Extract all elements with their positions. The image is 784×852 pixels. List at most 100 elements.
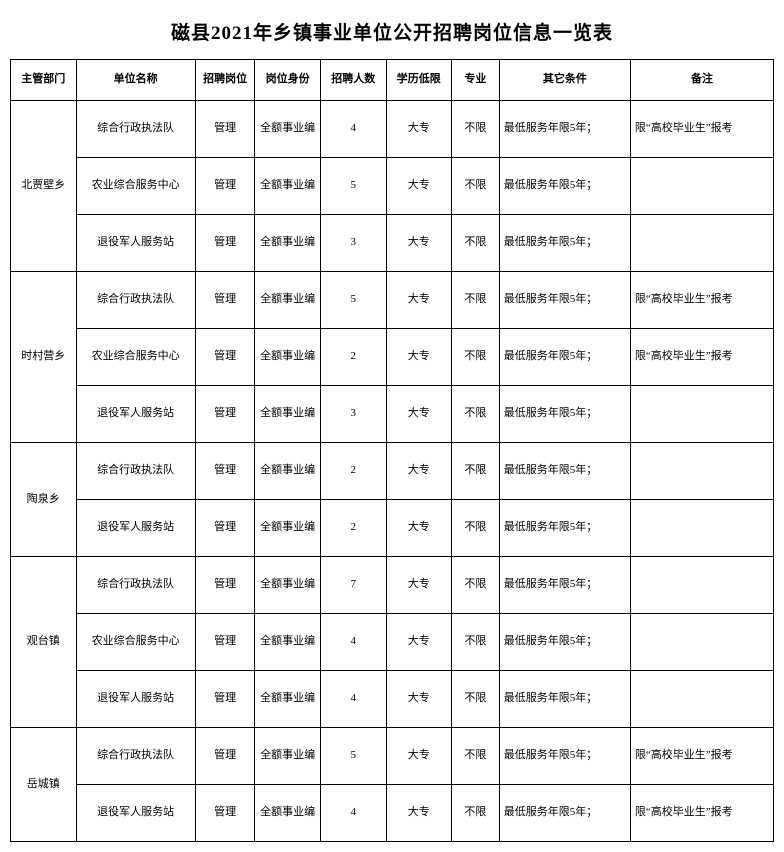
col-header: 专业 [452,60,500,101]
ident-cell: 全额事业编 [255,329,321,386]
unit-cell: 退役军人服务站 [76,215,195,272]
edu-cell: 大专 [386,443,452,500]
ident-cell: 全额事业编 [255,386,321,443]
count-cell: 7 [320,557,386,614]
unit-cell: 退役军人服务站 [76,785,195,842]
unit-cell: 农业综合服务中心 [76,158,195,215]
other-cell: 最低服务年限5年； [499,329,630,386]
other-cell: 最低服务年限5年； [499,272,630,329]
edu-cell: 大专 [386,272,452,329]
post-cell: 管理 [195,500,255,557]
dept-cell: 陶泉乡 [11,443,77,557]
edu-cell: 大专 [386,557,452,614]
major-cell: 不限 [452,443,500,500]
ident-cell: 全额事业编 [255,215,321,272]
table-row: 观台镇综合行政执法队管理全额事业编7大专不限最低服务年限5年； [11,557,774,614]
ident-cell: 全额事业编 [255,500,321,557]
remark-cell: 限“高校毕业生”报考 [630,272,773,329]
major-cell: 不限 [452,215,500,272]
post-cell: 管理 [195,386,255,443]
remark-cell [630,386,773,443]
unit-cell: 综合行政执法队 [76,272,195,329]
edu-cell: 大专 [386,728,452,785]
table-row: 时村营乡综合行政执法队管理全额事业编5大专不限最低服务年限5年；限“高校毕业生”… [11,272,774,329]
unit-cell: 综合行政执法队 [76,101,195,158]
table-row: 陶泉乡综合行政执法队管理全额事业编2大专不限最低服务年限5年； [11,443,774,500]
ident-cell: 全额事业编 [255,272,321,329]
count-cell: 2 [320,329,386,386]
major-cell: 不限 [452,557,500,614]
table-row: 农业综合服务中心管理全额事业编5大专不限最低服务年限5年； [11,158,774,215]
remark-cell [630,158,773,215]
remark-cell [630,614,773,671]
table-header-row: 主管部门 单位名称 招聘岗位 岗位身份 招聘人数 学历低限 专业 其它条件 备注 [11,60,774,101]
edu-cell: 大专 [386,386,452,443]
unit-cell: 农业综合服务中心 [76,329,195,386]
edu-cell: 大专 [386,614,452,671]
other-cell: 最低服务年限5年； [499,215,630,272]
remark-cell: 限“高校毕业生”报考 [630,101,773,158]
count-cell: 3 [320,215,386,272]
edu-cell: 大专 [386,500,452,557]
other-cell: 最低服务年限5年； [499,728,630,785]
unit-cell: 退役军人服务站 [76,386,195,443]
edu-cell: 大专 [386,329,452,386]
major-cell: 不限 [452,329,500,386]
count-cell: 5 [320,272,386,329]
major-cell: 不限 [452,101,500,158]
major-cell: 不限 [452,272,500,329]
remark-cell [630,500,773,557]
major-cell: 不限 [452,671,500,728]
table-row: 农业综合服务中心管理全额事业编2大专不限最低服务年限5年；限“高校毕业生”报考 [11,329,774,386]
unit-cell: 退役军人服务站 [76,500,195,557]
post-cell: 管理 [195,101,255,158]
post-cell: 管理 [195,614,255,671]
edu-cell: 大专 [386,671,452,728]
table-row: 退役军人服务站管理全额事业编3大专不限最低服务年限5年； [11,215,774,272]
ident-cell: 全额事业编 [255,443,321,500]
col-header: 学历低限 [386,60,452,101]
unit-cell: 综合行政执法队 [76,557,195,614]
remark-cell [630,215,773,272]
remark-cell: 限“高校毕业生”报考 [630,728,773,785]
col-header: 招聘岗位 [195,60,255,101]
other-cell: 最低服务年限5年； [499,386,630,443]
major-cell: 不限 [452,386,500,443]
post-cell: 管理 [195,272,255,329]
major-cell: 不限 [452,500,500,557]
count-cell: 3 [320,386,386,443]
table-row: 退役军人服务站管理全额事业编2大专不限最低服务年限5年； [11,500,774,557]
remark-cell: 限“高校毕业生”报考 [630,785,773,842]
count-cell: 4 [320,785,386,842]
other-cell: 最低服务年限5年； [499,500,630,557]
edu-cell: 大专 [386,785,452,842]
table-row: 北贾壁乡综合行政执法队管理全额事业编4大专不限最低服务年限5年；限“高校毕业生”… [11,101,774,158]
ident-cell: 全额事业编 [255,158,321,215]
ident-cell: 全额事业编 [255,101,321,158]
post-cell: 管理 [195,443,255,500]
edu-cell: 大专 [386,101,452,158]
count-cell: 4 [320,614,386,671]
ident-cell: 全额事业编 [255,785,321,842]
ident-cell: 全额事业编 [255,671,321,728]
col-header: 其它条件 [499,60,630,101]
count-cell: 5 [320,158,386,215]
other-cell: 最低服务年限5年； [499,158,630,215]
table-row: 退役军人服务站管理全额事业编3大专不限最低服务年限5年； [11,386,774,443]
post-cell: 管理 [195,785,255,842]
table-row: 退役军人服务站管理全额事业编4大专不限最低服务年限5年； [11,671,774,728]
edu-cell: 大专 [386,215,452,272]
dept-cell: 北贾壁乡 [11,101,77,272]
dept-cell: 观台镇 [11,557,77,728]
dept-cell: 岳城镇 [11,728,77,842]
post-cell: 管理 [195,215,255,272]
count-cell: 4 [320,671,386,728]
count-cell: 2 [320,443,386,500]
page-title: 磁县2021年乡镇事业单位公开招聘岗位信息一览表 [10,18,774,45]
dept-cell: 时村营乡 [11,272,77,443]
table-row: 农业综合服务中心管理全额事业编4大专不限最低服务年限5年； [11,614,774,671]
major-cell: 不限 [452,785,500,842]
count-cell: 4 [320,101,386,158]
remark-cell: 限“高校毕业生”报考 [630,329,773,386]
jobs-table: 主管部门 单位名称 招聘岗位 岗位身份 招聘人数 学历低限 专业 其它条件 备注… [10,59,774,842]
